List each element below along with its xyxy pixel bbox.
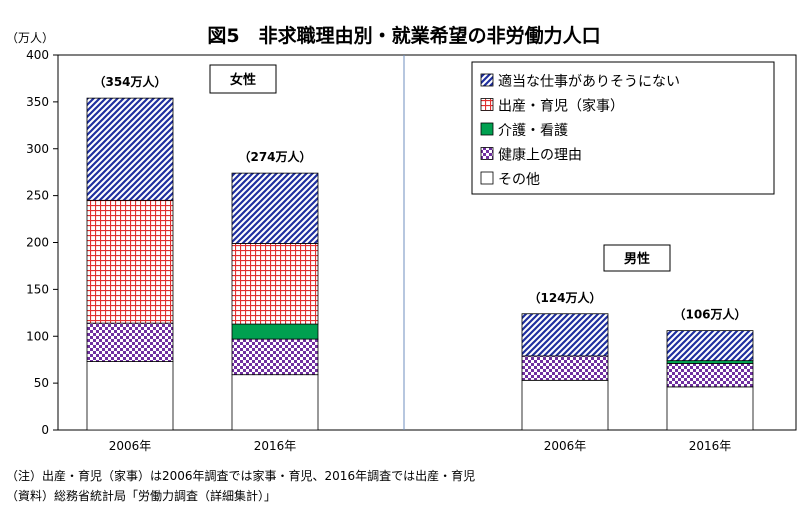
y-axis-unit: （万人） — [6, 31, 54, 45]
y-tick-label: 400 — [26, 48, 49, 62]
bar-segment — [231, 338, 319, 376]
legend-swatch — [480, 147, 494, 160]
group-label-box — [603, 244, 671, 272]
y-tick-label: 350 — [26, 95, 49, 109]
chart-title: 図5 非求職理由別・就業希望の非労働力人口 — [207, 24, 600, 47]
y-tick-label: 50 — [34, 376, 49, 390]
bar-segment — [231, 243, 319, 325]
legend-swatch — [480, 73, 494, 87]
bar-segment — [521, 379, 609, 431]
legend-box — [471, 61, 775, 195]
y-tick-label: 250 — [26, 189, 49, 203]
bar-segment — [86, 199, 174, 324]
x-category-label: 2016年 — [254, 439, 297, 453]
note-line-1: （注）出産・育児（家事）は2006年調査では家事・育児、2016年調査では出産・… — [6, 468, 475, 483]
group-label: 男性 — [624, 251, 650, 267]
bar-segment — [666, 330, 754, 362]
bar-segment — [666, 363, 754, 388]
legend-label: 適当な仕事がありそうにない — [498, 73, 680, 90]
y-tick-label: 150 — [26, 282, 49, 296]
legend-label: 出産・育児（家事） — [498, 98, 624, 115]
legend-label: 健康上の理由 — [498, 147, 582, 164]
x-category-label: 2016年 — [689, 439, 732, 453]
y-tick-label: 0 — [41, 423, 49, 437]
bar-total-label: （274万人） — [238, 149, 311, 164]
group-label-box — [209, 64, 277, 94]
legend-swatch — [480, 171, 494, 185]
y-tick-label: 200 — [26, 236, 49, 250]
note-line-2: （資料）総務省統計局「労働力調査（詳細集計）」 — [6, 488, 276, 503]
bar-total-label: （354万人） — [93, 74, 166, 89]
bar-segment — [666, 386, 754, 431]
bar-segment — [86, 361, 174, 431]
bar-segment — [521, 355, 609, 381]
group-label: 女性 — [230, 72, 256, 88]
legend-label: 介護・看護 — [498, 123, 568, 139]
bar-segment — [231, 323, 319, 340]
bar-segment — [86, 97, 174, 201]
y-tick-label: 300 — [26, 142, 49, 156]
x-category-label: 2006年 — [544, 439, 587, 453]
legend-swatch — [480, 122, 494, 136]
bar-segment — [231, 374, 319, 431]
bar-segment — [86, 322, 174, 362]
legend-label: その他 — [498, 172, 540, 188]
bar-segment — [666, 360, 754, 364]
bar-total-label: （106万人） — [673, 307, 746, 322]
x-category-label: 2006年 — [109, 439, 152, 453]
y-tick-label: 100 — [26, 329, 49, 343]
bar-segment — [231, 172, 319, 244]
bar-segment — [521, 313, 609, 357]
legend-swatch — [480, 98, 494, 111]
bar-total-label: （124万人） — [528, 290, 601, 305]
